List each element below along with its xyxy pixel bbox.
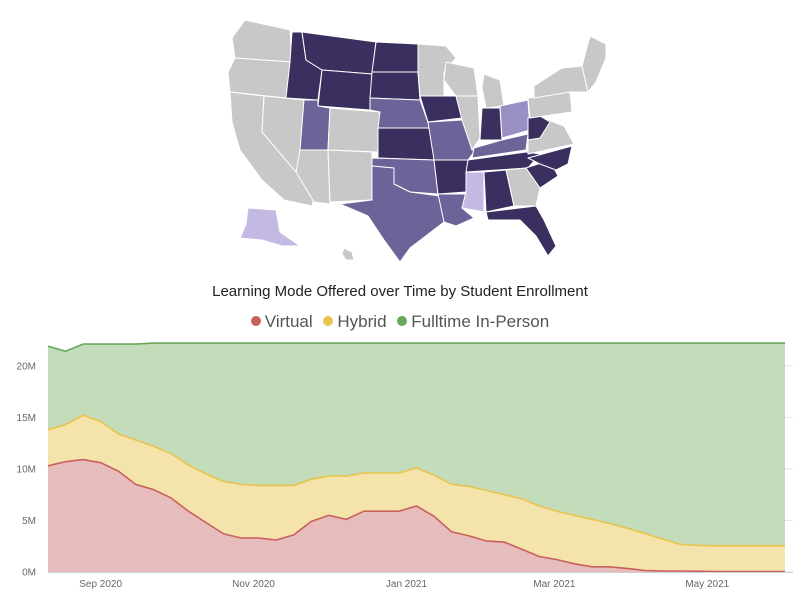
legend-item-virtual[interactable]: Virtual [250,312,313,332]
line-in-person [47,342,785,353]
y-tick-label: 5M [22,516,36,527]
state-MO[interactable] [427,119,475,161]
x-tick-label: Nov 2020 [232,579,275,590]
state-UT[interactable] [299,99,331,151]
state-WY[interactable] [317,69,373,111]
state-FL[interactable] [485,205,557,257]
state-HI[interactable] [341,247,355,261]
us-map [0,0,800,272]
state-MS[interactable] [461,171,485,213]
line-virtual [47,458,785,573]
state-WA[interactable] [231,19,293,63]
x-tick-label: Sep 2020 [79,579,122,590]
y-tick-label: 20M [17,361,36,372]
state-IN[interactable] [479,107,503,141]
state-AR[interactable] [433,159,469,195]
x-tick-label: Mar 2021 [533,579,576,590]
area-hybrid[interactable] [48,415,785,572]
legend-dot-virtual [250,316,261,326]
state-ND[interactable] [371,41,419,73]
state-WI[interactable] [443,61,479,97]
state-IA[interactable] [419,95,463,123]
state-MN[interactable] [417,43,457,97]
x-tick-label: Jan 2021 [386,579,428,590]
legend-label-virtual: Virtual [264,312,313,331]
legend-item-hybrid[interactable]: Hybrid [323,312,387,332]
legend: Virtual Hybrid Fulltime In-Person [0,312,800,332]
legend-label-hybrid: Hybrid [337,312,387,331]
state-IL[interactable] [455,95,481,151]
x-tick-label: May 2021 [685,579,729,590]
state-KS[interactable] [377,127,435,161]
state-CO[interactable] [327,107,381,153]
y-tick-label: 10M [17,464,36,475]
y-tick-label: 0M [22,568,36,579]
state-NE-REGION[interactable] [581,35,607,93]
state-OH[interactable] [499,99,531,139]
area-virtual[interactable] [48,459,785,572]
state-OR[interactable] [227,57,293,99]
state-SD[interactable] [369,71,421,101]
legend-dot-in-person [397,316,408,326]
area-in-person[interactable] [48,343,785,546]
legend-item-in-person[interactable]: Fulltime In-Person [397,312,549,332]
state-MI[interactable] [481,73,505,109]
chart-title: Learning Mode Offered over Time by Stude… [212,283,588,300]
line-hybrid [47,414,785,547]
state-GA[interactable] [505,167,541,207]
state-NY[interactable] [533,65,589,99]
y-tick-label: 15M [17,413,36,424]
state-TX[interactable] [339,165,445,263]
state-NC[interactable] [527,145,573,171]
legend-label-in-person: Fulltime In-Person [411,312,550,331]
us-map-svg [227,19,607,263]
legend-dot-hybrid [323,316,334,326]
area-chart: 0M 5M 10M 15M 20M Sep 2020 Nov 2020 Jan 2021 Mar… [17,342,793,590]
state-NM[interactable] [327,149,373,203]
state-KY[interactable] [471,133,529,159]
state-AK[interactable] [239,207,301,247]
state-AZ[interactable] [295,149,331,205]
